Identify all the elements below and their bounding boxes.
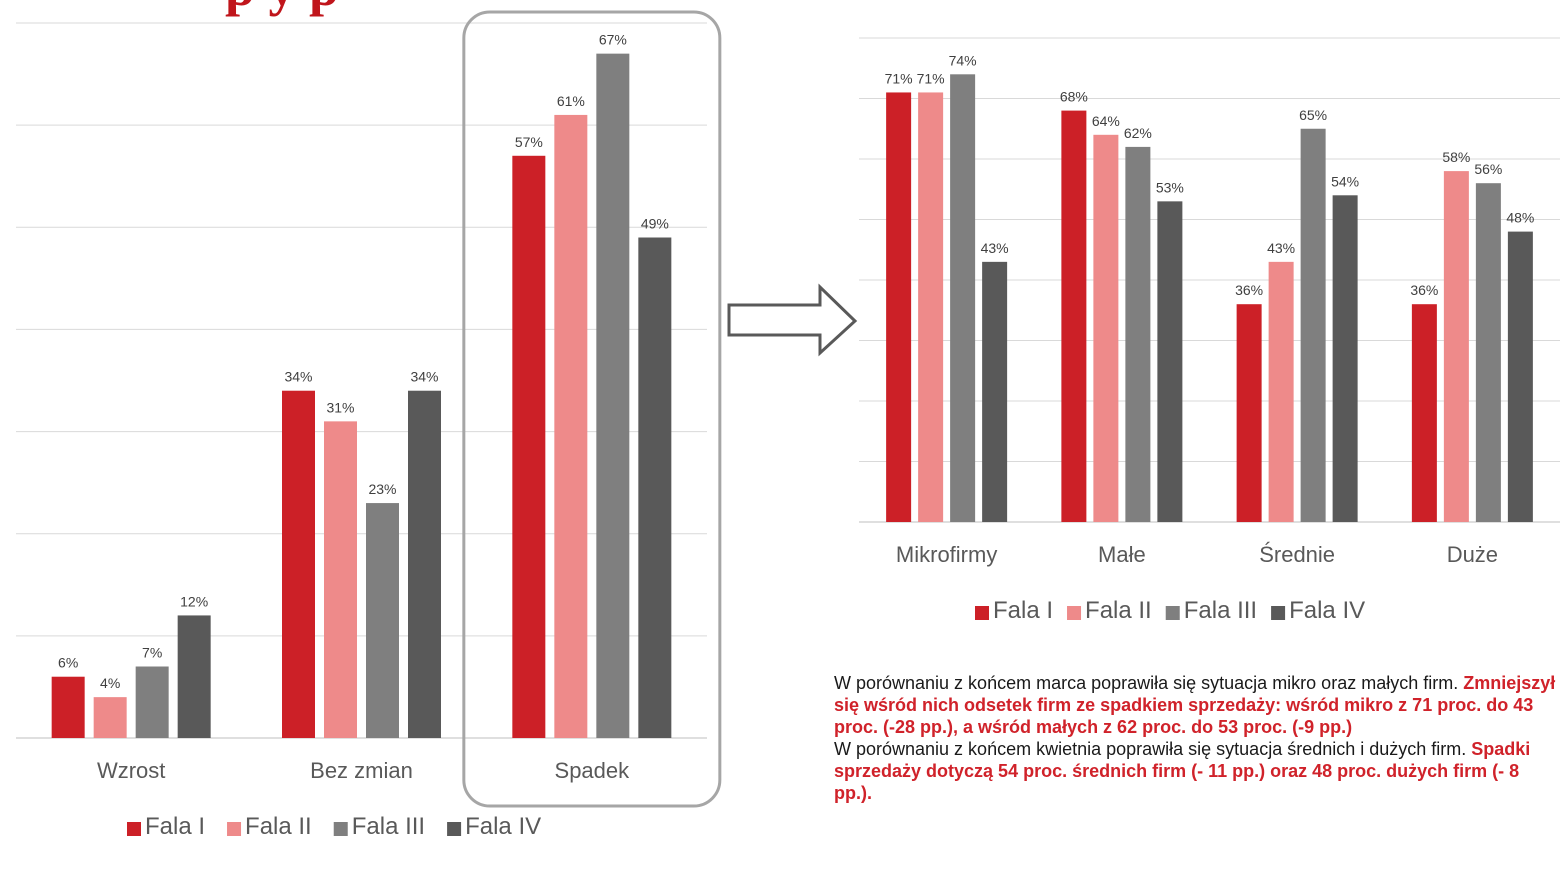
data-label-spadek-fala-ii: 61% xyxy=(557,93,585,109)
bar-srednie-fala-iv xyxy=(1332,195,1358,523)
category-label-duze: Duże xyxy=(1447,542,1498,567)
data-label-mikrofirmy-fala-iv: 43% xyxy=(981,240,1009,256)
data-label-mikrofirmy-fala-i: 71% xyxy=(885,70,913,86)
bar-bez-zmian-fala-iv xyxy=(408,390,441,738)
bar-bez-zmian-fala-iii xyxy=(366,503,399,738)
legend-swatch-fala-iii xyxy=(1165,606,1180,620)
data-label-male-fala-iii: 62% xyxy=(1124,125,1152,141)
data-label-srednie-fala-iii: 65% xyxy=(1299,107,1327,123)
category-label-bez-zmian: Bez zmian xyxy=(310,758,413,783)
bar-wzrost-fala-ii xyxy=(93,697,127,738)
data-label-wzrost-fala-ii: 4% xyxy=(100,675,120,691)
bar-spadek-fala-i xyxy=(512,155,546,739)
legend-swatch-fala-ii xyxy=(1067,606,1082,620)
bar-srednie-fala-ii xyxy=(1268,261,1294,522)
data-label-duze-fala-iv: 48% xyxy=(1506,210,1534,226)
legend-swatch-fala-i xyxy=(975,606,989,620)
data-label-bez-zmian-fala-i: 34% xyxy=(284,369,312,385)
data-label-wzrost-fala-iii: 7% xyxy=(142,645,162,661)
data-label-bez-zmian-fala-ii: 31% xyxy=(326,399,354,415)
data-label-bez-zmian-fala-iv: 34% xyxy=(410,369,438,385)
legend-swatch-fala-i xyxy=(127,822,141,836)
commentary-paragraph-2: W porównaniu z końcem kwietnia poprawiła… xyxy=(834,738,1556,804)
category-label-srednie: Średnie xyxy=(1259,542,1335,567)
category-label-wzrost: Wzrost xyxy=(97,758,165,783)
data-label-male-fala-ii: 64% xyxy=(1092,113,1120,129)
data-label-duze-fala-ii: 58% xyxy=(1442,149,1470,165)
commentary-1-plain: W porównaniu z końcem marca poprawiła si… xyxy=(834,673,1464,693)
bar-wzrost-fala-i xyxy=(51,676,85,738)
legend-label-fala-ii: Fala II xyxy=(245,813,312,840)
legend-label-fala-i: Fala I xyxy=(145,813,205,840)
bar-bez-zmian-fala-i xyxy=(282,390,315,738)
data-label-spadek-fala-iv: 49% xyxy=(641,216,669,232)
commentary-2-highlight: Spadki sprzedaży dotyczą 54 proc. średni… xyxy=(834,739,1531,803)
data-label-srednie-fala-i: 36% xyxy=(1235,282,1263,298)
data-label-duze-fala-i: 36% xyxy=(1410,282,1438,298)
legend-swatch-fala-ii xyxy=(227,822,242,836)
data-label-bez-zmian-fala-iii: 23% xyxy=(368,481,396,497)
data-label-spadek-fala-iii: 67% xyxy=(599,32,627,48)
category-label-spadek: Spadek xyxy=(555,758,631,783)
bar-mikrofirmy-fala-ii xyxy=(918,92,944,522)
bar-male-fala-ii xyxy=(1093,134,1119,523)
arrow-right-icon xyxy=(727,283,858,357)
data-label-spadek-fala-i: 57% xyxy=(515,134,543,150)
bar-duze-fala-ii xyxy=(1443,171,1469,522)
legend-label-fala-i: Fala I xyxy=(993,597,1053,624)
bar-spadek-fala-iv xyxy=(638,237,672,738)
chart-sales-decline-by-size: 71% 71%74%43%Mikrofirmy68%64%62%53%Małe36… xyxy=(859,37,1560,624)
bar-spadek-fala-iii xyxy=(596,53,630,738)
bar-male-fala-iii xyxy=(1125,146,1151,522)
category-label-mikrofirmy: Mikrofirmy xyxy=(896,542,997,567)
data-label-wzrost-fala-i: 6% xyxy=(58,655,78,671)
data-label-mikrofirmy-fala-iii: 74% xyxy=(949,52,977,68)
legend: Fala I Fala II Fala III Fala IV xyxy=(975,597,1365,624)
bar-mikrofirmy-fala-i xyxy=(886,92,912,522)
data-label-srednie-fala-ii: 43% xyxy=(1267,240,1295,256)
data-label-wzrost-fala-iv: 12% xyxy=(180,593,208,609)
commentary-text: W porównaniu z końcem marca poprawiła si… xyxy=(834,672,1556,804)
bar-srednie-fala-iii xyxy=(1300,128,1326,522)
category-label-male: Małe xyxy=(1098,542,1146,567)
slide-title-fragment: p y p xyxy=(225,0,339,18)
legend-label-fala-ii: Fala II xyxy=(1085,597,1152,624)
bar-duze-fala-i xyxy=(1411,304,1437,522)
bar-srednie-fala-i xyxy=(1236,304,1262,522)
data-label-mikrofirmy-fala-ii: 71% xyxy=(917,70,945,86)
bar-male-fala-i xyxy=(1061,110,1087,522)
bar-wzrost-fala-iv xyxy=(177,615,211,738)
bar-duze-fala-iv xyxy=(1507,231,1533,522)
bar-mikrofirmy-fala-iii xyxy=(950,74,976,523)
data-label-male-fala-iv: 53% xyxy=(1156,179,1184,195)
legend-swatch-fala-iii xyxy=(333,822,348,836)
highlight-box-spadek xyxy=(462,10,722,808)
commentary-paragraph-1: W porównaniu z końcem marca poprawiła si… xyxy=(834,672,1556,738)
chart-sales-change-overall: 6% 4% 7% 12% Wzrost 34% 31% 23% 34% Bez zmian 57% 6… xyxy=(16,10,722,840)
legend-label-fala-iii: Fala III xyxy=(352,813,425,840)
legend: Fala I Fala II Fala III Fala IV xyxy=(127,813,541,840)
bar-duze-fala-iii xyxy=(1475,183,1501,522)
bar-mikrofirmy-fala-iv xyxy=(982,261,1008,522)
legend-swatch-fala-iv xyxy=(1271,606,1286,620)
bar-male-fala-iv xyxy=(1157,201,1183,522)
commentary-2-plain: W porównaniu z końcem kwietnia poprawiła… xyxy=(834,739,1472,759)
bar-spadek-fala-ii xyxy=(554,114,588,738)
legend-label-fala-iv: Fala IV xyxy=(1289,597,1365,624)
bar-bez-zmian-fala-ii xyxy=(324,421,357,738)
bar-wzrost-fala-iii xyxy=(135,666,169,738)
legend-swatch-fala-iv xyxy=(447,822,462,836)
legend-label-fala-iv: Fala IV xyxy=(465,813,541,840)
data-label-male-fala-i: 68% xyxy=(1060,89,1088,105)
commentary-1-highlight: Zmniejszył się wśród nich odsetek firm z… xyxy=(834,673,1556,737)
data-label-duze-fala-iii: 56% xyxy=(1474,161,1502,177)
legend-label-fala-iii: Fala III xyxy=(1184,597,1257,624)
data-label-srednie-fala-iv: 54% xyxy=(1331,173,1359,189)
